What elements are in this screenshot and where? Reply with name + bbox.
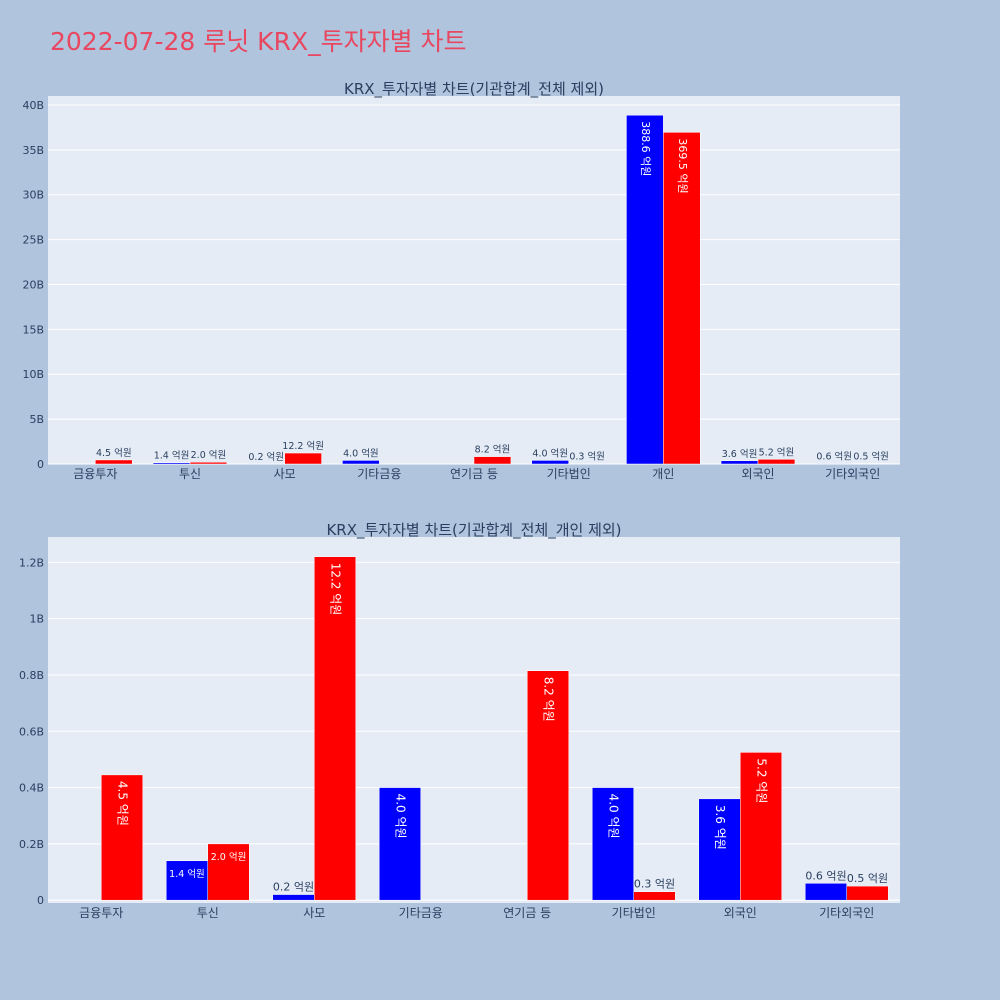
y-tick-label: 0.6B (19, 725, 44, 738)
x-tick-label: 투신 (179, 467, 201, 481)
y-tick-label: 40B (22, 99, 44, 112)
y-tick-label: 10B (22, 368, 44, 381)
data-label: 4.0 억원 (343, 447, 379, 459)
y-tick-label: 0 (37, 458, 44, 471)
bar (314, 556, 357, 901)
data-label: 12.2 억원 (282, 440, 324, 452)
x-tick-label: 사모 (303, 906, 325, 920)
x-tick-label: 기타외국인 (819, 906, 874, 920)
bar (633, 891, 676, 901)
bar (591, 787, 635, 901)
x-tick-label: 기타금융 (357, 467, 401, 481)
y-tick-label: 1.2B (19, 556, 44, 569)
data-label: 1.4 억원 (154, 450, 190, 462)
x-tick-label: 투신 (197, 906, 219, 920)
bar (720, 460, 759, 465)
bar (846, 885, 889, 901)
data-label: 4.5 억원 (116, 781, 130, 826)
y-tick-label: 0.2B (19, 838, 44, 851)
bar (272, 894, 315, 901)
data-label: 8.2 억원 (475, 444, 511, 456)
bar (626, 114, 664, 465)
x-tick-label: 기타금융 (399, 906, 443, 920)
bar (378, 787, 421, 901)
data-label: 8.2 억원 (542, 677, 556, 722)
data-label: 369.5 억원 (676, 138, 689, 193)
chart-title: KRX_투자자별 차트(기관합계_전체 제외) (344, 80, 604, 99)
data-label: 0.6 억원 (816, 450, 852, 462)
x-tick-label: 외국인 (724, 906, 757, 920)
data-label: 3.6 억원 (713, 805, 727, 850)
bar (95, 459, 133, 465)
y-tick-label: 30B (22, 189, 44, 202)
data-label: 0.6 억원 (805, 869, 846, 882)
bar (284, 452, 322, 465)
chart-title: KRX_투자자별 차트(기관합계_전체_개인 제외) (326, 521, 621, 540)
bar (342, 460, 380, 465)
data-label: 4.0 억원 (393, 794, 407, 839)
bar (189, 461, 228, 465)
data-label: 1.4 억원 (169, 868, 205, 880)
bar (473, 456, 512, 465)
data-label: 0.2 억원 (248, 451, 284, 463)
chart-1: 0 5B 10B 15B 20B 25B 30B 35B 40B KRX_투자자별 차트(기관합계… (22, 80, 900, 481)
x-tick-label: 기타외국인 (825, 467, 880, 481)
bar (663, 132, 701, 465)
data-label: 388.6 억원 (639, 121, 652, 176)
x-tick-label: 연기금 등 (503, 906, 551, 920)
chart-2: 0 0.2B 0.4B 0.6B 0.8B 1B 1.2B KRX_투자자별 차트(기관합계_… (19, 521, 900, 920)
data-label: 5.2 억원 (755, 758, 769, 803)
data-label: 0.3 억원 (634, 878, 675, 891)
y-tick-label: 0.8B (19, 669, 44, 682)
x-tick-label: 사모 (274, 467, 296, 481)
y-tick-label: 0.4B (19, 782, 44, 795)
y-tick-label: 5B (29, 413, 44, 426)
x-tick-label: 기타법인 (547, 467, 591, 481)
data-label: 0.5 억원 (847, 872, 888, 885)
data-label: 4.0 억원 (532, 447, 568, 459)
bar (527, 670, 570, 901)
data-label: 0.2 억원 (273, 881, 314, 894)
y-tick-label: 25B (22, 234, 44, 247)
bar (804, 883, 848, 901)
x-tick-label: 금융투자 (79, 906, 123, 920)
data-label: 3.6 억원 (722, 448, 758, 460)
plot-area (48, 96, 900, 464)
bar (165, 860, 208, 901)
y-tick-label: 35B (22, 144, 44, 157)
data-label: 4.0 억원 (606, 794, 620, 839)
data-label: 2.0 억원 (211, 851, 247, 863)
x-tick-label: 기타법인 (612, 906, 656, 920)
y-tick-label: 0 (37, 894, 44, 907)
y-tick-label: 1B (29, 613, 44, 626)
bar (815, 463, 853, 465)
data-label: 5.2 억원 (759, 446, 795, 458)
x-tick-label: 연기금 등 (450, 467, 498, 481)
page-title: 2022-07-28 루닛 KRX_투자자별 차트 (50, 27, 467, 56)
bar (101, 774, 144, 901)
bar (152, 462, 191, 465)
bar (740, 752, 783, 901)
data-label: 12.2 억원 (329, 563, 343, 616)
bar (207, 843, 250, 901)
x-tick-label: 개인 (652, 467, 674, 481)
x-tick-label: 외국인 (741, 467, 774, 481)
data-label: 4.5 억원 (96, 447, 132, 459)
data-label: 0.3 억원 (569, 451, 605, 463)
data-label: 2.0 억원 (191, 449, 227, 461)
bar (531, 460, 569, 465)
bar (757, 459, 796, 465)
x-tick-label: 금융투자 (73, 467, 117, 481)
y-tick-label: 15B (22, 323, 44, 336)
data-label: 0.5 억원 (853, 451, 889, 463)
y-tick-label: 20B (22, 278, 44, 291)
